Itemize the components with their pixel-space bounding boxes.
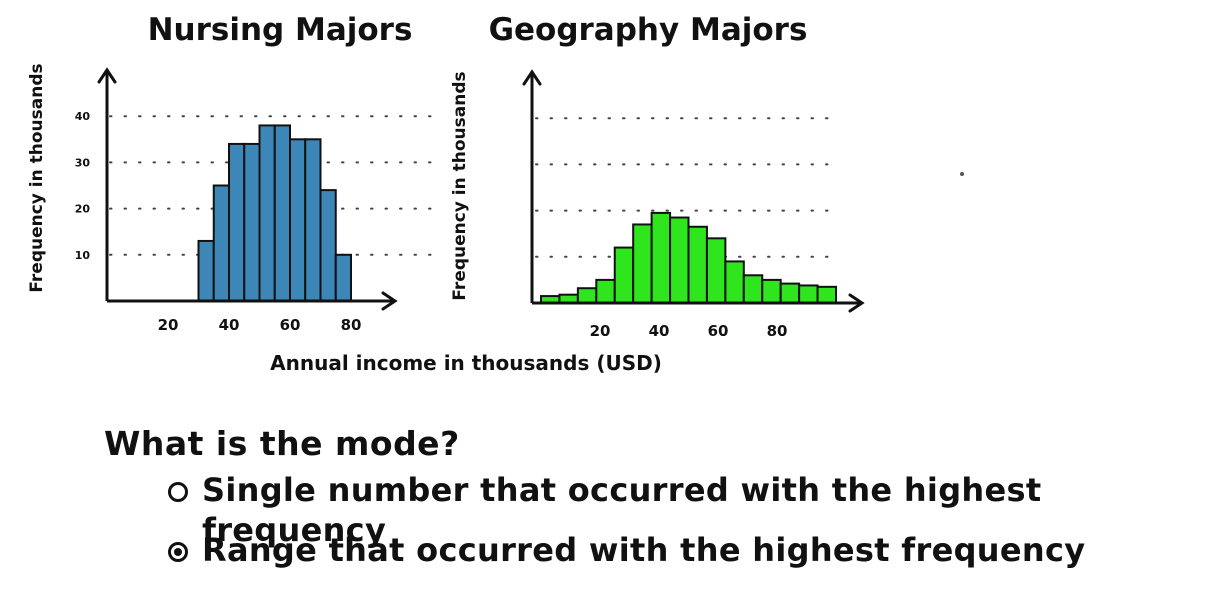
- nursing-bar: [197, 239, 215, 303]
- option-single-number-label: Single number that occurred with the hig…: [202, 471, 1042, 549]
- geo-x-tick-label: 80: [767, 322, 788, 340]
- nursing-axes: [97, 67, 398, 311]
- nursing-y-tick-label: 20: [75, 203, 91, 216]
- nursing-bar: [243, 142, 261, 302]
- geo-bar: [595, 278, 616, 304]
- nursing-histogram: Nursing Majors Frequency in thousands 20…: [27, 12, 441, 334]
- nursing-y-tick-label: 10: [75, 249, 91, 262]
- shared-x-axis-label: Annual income in thousands (USD): [270, 351, 662, 375]
- geo-bar: [669, 216, 690, 304]
- nursing-bars: [197, 124, 352, 303]
- geo-bar: [816, 285, 837, 304]
- nursing-y-tick-label: 30: [75, 156, 91, 169]
- geography-axes: [522, 69, 865, 313]
- nursing-x-tick-label: 20: [158, 316, 179, 334]
- nursing-bar: [319, 189, 337, 302]
- radio-button-unselected[interactable]: [168, 482, 188, 502]
- geo-bar: [742, 274, 764, 304]
- option-range-label: Range that occurred with the highest fre…: [202, 531, 1086, 569]
- geo-x-tick-label: 40: [649, 322, 670, 340]
- nursing-x-tick-labels: 20 40 60 80: [158, 316, 362, 334]
- geography-y-axis-label: Frequency in thousands: [450, 71, 470, 300]
- geography-chart-title: Geography Majors: [489, 12, 808, 48]
- histogram-figure: Nursing Majors Frequency in thousands 20…: [27, 12, 865, 375]
- geography-bars: [540, 211, 837, 305]
- geo-bar: [650, 211, 672, 304]
- geo-bar: [798, 284, 819, 304]
- radio-button-selected[interactable]: [168, 542, 188, 562]
- geo-bar: [613, 246, 635, 304]
- nursing-bar: [304, 138, 322, 302]
- geo-bar: [576, 287, 598, 305]
- nursing-x-tick-label: 80: [341, 316, 362, 334]
- geo-bar: [687, 225, 708, 305]
- nursing-y-tick-labels: 10 20 30 40: [75, 110, 91, 262]
- geo-bar: [705, 237, 727, 305]
- geo-x-tick-label: 60: [708, 322, 729, 340]
- option-range[interactable]: Range that occurred with the highest fre…: [168, 530, 1085, 570]
- nursing-x-tick-label: 40: [219, 316, 240, 334]
- geo-bar: [779, 282, 801, 305]
- option-single-number[interactable]: Single number that occurred with the hig…: [168, 470, 1206, 550]
- geography-x-tick-labels: 20 40 60 80: [590, 322, 788, 340]
- nursing-y-tick-label: 40: [75, 110, 91, 123]
- stray-pen-dot: [960, 172, 964, 176]
- nursing-bar: [289, 138, 307, 302]
- geo-bar: [632, 223, 653, 305]
- nursing-bar: [273, 124, 291, 302]
- nursing-x-tick-label: 60: [280, 316, 301, 334]
- geography-histogram: Geography Majors Frequency in thousands …: [450, 12, 865, 340]
- nursing-gridlines: [109, 115, 441, 256]
- nursing-bar: [334, 253, 352, 303]
- geo-x-tick-label: 20: [590, 322, 611, 340]
- nursing-chart-title: Nursing Majors: [148, 12, 413, 48]
- nursing-bar: [212, 184, 230, 302]
- nursing-bar: [228, 142, 246, 302]
- nursing-bar: [258, 124, 276, 302]
- nursing-y-axis-label: Frequency in thousands: [27, 63, 47, 292]
- question-text: What is the mode?: [104, 424, 460, 463]
- geo-bar: [724, 260, 745, 305]
- geo-bar: [761, 278, 782, 304]
